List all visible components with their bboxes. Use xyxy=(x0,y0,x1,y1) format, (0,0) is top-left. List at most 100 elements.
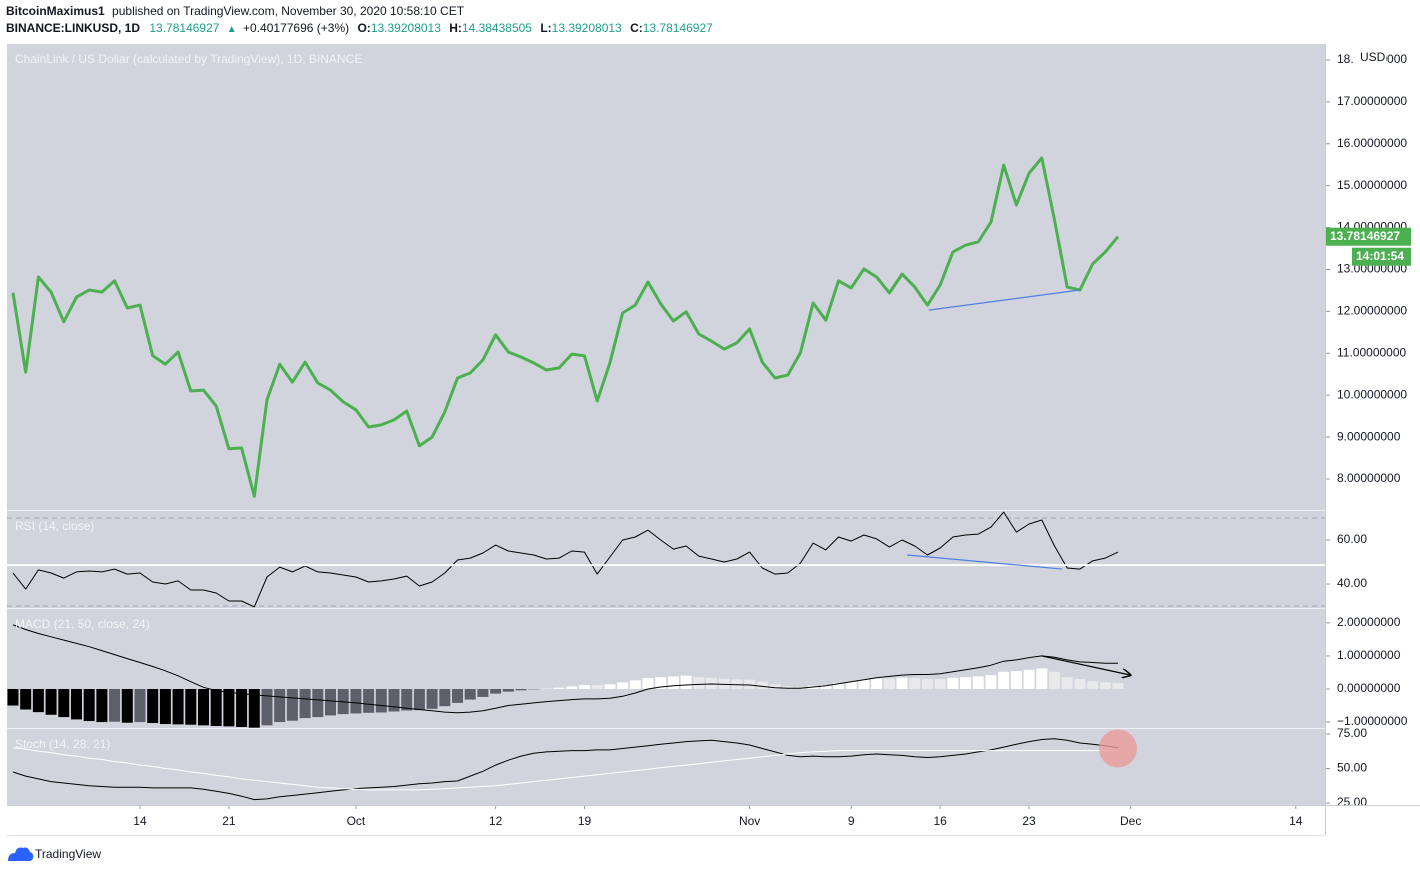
histogram-bar xyxy=(680,675,692,689)
histogram-bar xyxy=(172,688,184,725)
histogram-bar xyxy=(909,678,921,689)
histogram-bar xyxy=(1036,668,1048,689)
histogram-bar xyxy=(617,682,629,689)
histogram-bar xyxy=(477,688,489,697)
histogram-bar xyxy=(998,671,1010,689)
histogram-bar xyxy=(706,677,718,689)
y-tick-label: 0.00000000 xyxy=(1337,681,1401,695)
histogram-bar xyxy=(579,685,591,689)
histogram-bar xyxy=(1112,683,1124,689)
histogram-bar xyxy=(388,688,400,712)
highlight-circle xyxy=(1098,729,1137,768)
y-tick-label: 1.00000000 xyxy=(1337,648,1401,662)
histogram-bar xyxy=(833,683,845,689)
histogram-bar xyxy=(642,678,654,689)
histogram-bar xyxy=(236,688,248,728)
histogram-bar xyxy=(312,688,324,718)
histogram-bar xyxy=(286,688,298,721)
currency-label: USD xyxy=(1360,50,1386,64)
histogram-bar xyxy=(210,688,222,727)
countdown-label: 14:01:54 xyxy=(1356,249,1404,263)
brand-logo xyxy=(8,847,34,861)
histogram-bar xyxy=(553,687,565,689)
histogram-bar xyxy=(464,688,476,700)
histogram-bar xyxy=(375,688,387,713)
histogram-bar xyxy=(413,688,425,711)
y-tick-label: 75.00 xyxy=(1337,726,1367,740)
series-line xyxy=(12,511,1119,608)
y-tick-label: 40.00 xyxy=(1337,576,1367,590)
ohlc-value: 14.38438505 xyxy=(462,21,532,35)
histogram-bar xyxy=(1023,669,1035,689)
published: published on TradingView.com, November 3… xyxy=(112,4,465,18)
y-tick-label: 10.00000000 xyxy=(1337,387,1407,401)
histogram-bar xyxy=(490,688,502,694)
histogram-bar xyxy=(109,688,121,722)
histogram-bar xyxy=(58,688,70,718)
y-tick-label: 50.00 xyxy=(1337,761,1367,775)
y-tick-label: −1.00000000 xyxy=(1337,714,1408,728)
y-tick-label: 2.00000000 xyxy=(1337,615,1401,629)
y-tick-label: 16.00000000 xyxy=(1337,136,1407,150)
histogram-bar xyxy=(274,688,286,723)
histogram-bar xyxy=(947,677,959,689)
histogram-bar xyxy=(324,688,336,716)
histogram-bar xyxy=(426,688,438,709)
histogram-bar xyxy=(566,686,578,689)
histogram-bar xyxy=(718,678,730,689)
y-tick-label: 9.00000000 xyxy=(1337,429,1401,443)
pane-title: MACD (21, 50, close, 24) xyxy=(15,617,150,631)
histogram-bar xyxy=(693,677,705,689)
histogram-bar xyxy=(667,676,679,689)
histogram-bar xyxy=(883,678,895,689)
histogram-bar xyxy=(921,679,933,689)
histogram-bar xyxy=(7,688,19,706)
pane-title: RSI (14, close) xyxy=(15,519,94,533)
x-tick-label: 14 xyxy=(133,814,147,828)
x-tick-label: 14 xyxy=(1289,814,1303,828)
ohlc-value: 13.78146927 xyxy=(643,21,713,35)
x-tick-label: 12 xyxy=(489,814,503,828)
histogram-bar xyxy=(197,688,209,726)
countdown-box xyxy=(1352,247,1411,266)
histogram-bar xyxy=(45,688,57,715)
x-tick-label: 23 xyxy=(1022,814,1036,828)
histogram-bar xyxy=(121,688,133,723)
histogram-bar xyxy=(185,688,197,725)
x-tick-label: 16 xyxy=(933,814,947,828)
histogram-bar xyxy=(896,677,908,689)
y-tick-label: 17.00000000 xyxy=(1337,94,1407,108)
histogram-bar xyxy=(1099,682,1111,689)
histogram-bar xyxy=(756,681,768,689)
ohlc-value: 13.39208013 xyxy=(371,21,441,35)
y-tick-label: 11.00000000 xyxy=(1337,345,1407,359)
currency-background xyxy=(1354,50,1386,67)
histogram-bar xyxy=(70,688,82,720)
histogram-bar xyxy=(96,688,108,723)
ohlc-label: C: xyxy=(630,21,643,35)
histogram-bar xyxy=(248,688,260,728)
pane-background xyxy=(7,511,1325,608)
histogram-bar xyxy=(502,688,514,692)
symbol-line: BINANCE:LINKUSD, 1D 13.78146927 ▲ +0.401… xyxy=(6,21,713,35)
histogram-bar xyxy=(655,677,667,689)
histogram-bar xyxy=(159,688,171,725)
histogram-bar xyxy=(972,676,984,689)
trend-line xyxy=(928,289,1080,311)
histogram-bar xyxy=(83,688,95,722)
histogram-bar xyxy=(439,688,451,707)
x-tick-label: 21 xyxy=(222,814,236,828)
histogram-bar xyxy=(604,684,616,689)
histogram-bar xyxy=(1074,679,1086,689)
x-tick-label: Oct xyxy=(347,814,366,828)
histogram-bar xyxy=(261,688,273,726)
arrow-line xyxy=(1041,655,1131,675)
trend-line xyxy=(907,554,1063,570)
symbol: BINANCE:LINKUSD, 1D xyxy=(6,21,140,35)
brand: TradingView xyxy=(35,847,101,861)
histogram-bar xyxy=(858,679,870,689)
histogram-bar xyxy=(591,685,603,689)
histogram-bar xyxy=(299,688,311,719)
histogram-bar xyxy=(985,675,997,689)
pane-title: ChainLink / US Dollar (calculated by Tra… xyxy=(15,52,362,66)
